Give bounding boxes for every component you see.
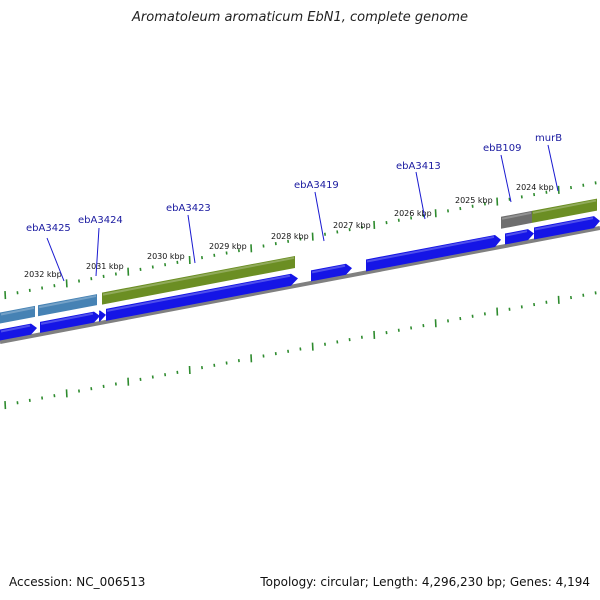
accession-text: Accession: NC_006513 — [9, 575, 146, 589]
gene-label[interactable]: ebA3413 — [396, 161, 441, 172]
scale-label: 2032 kbp — [24, 270, 62, 279]
gene-feature[interactable] — [532, 198, 597, 223]
gene-feature-highlight — [0, 306, 35, 316]
gene-label-leader — [500, 154, 512, 203]
scale-label: 2030 kbp — [147, 252, 185, 261]
gene-feature-highlight — [102, 256, 295, 296]
gene-label-leader — [187, 214, 196, 264]
gene-feature[interactable] — [0, 305, 35, 324]
cds-arrow-highlight — [366, 235, 495, 263]
scale-label: 2027 kbp — [333, 221, 371, 230]
cds-arrow[interactable] — [106, 273, 298, 321]
gene-label[interactable]: ebA3425 — [26, 223, 71, 234]
gene-feature[interactable] — [38, 294, 97, 317]
cds-arrow-highlight — [40, 312, 94, 325]
gene-feature-highlight — [532, 199, 597, 214]
scale-label: 2028 kbp — [271, 232, 309, 241]
gene-label-leader — [314, 191, 325, 242]
cds-arrow-highlight — [311, 264, 346, 274]
cds-arrow-highlight — [534, 217, 594, 231]
cds-arrow[interactable] — [0, 323, 37, 341]
gene-label[interactable]: murB — [535, 133, 562, 144]
gene-label[interactable]: ebA3424 — [78, 215, 123, 226]
gene-feature-highlight — [38, 295, 97, 309]
cds-arrow-highlight — [106, 274, 291, 312]
gene-feature-highlight — [501, 211, 532, 220]
cds-arrow[interactable] — [311, 263, 352, 282]
scale-label: 2029 kbp — [209, 242, 247, 251]
cds-arrow[interactable] — [99, 310, 106, 322]
scale-label: 2024 kbp — [516, 183, 554, 192]
cds-arrow[interactable] — [366, 234, 501, 272]
genome-backbone — [0, 226, 600, 344]
gene-label-leader — [415, 171, 426, 220]
gene-label[interactable]: ebB109 — [483, 143, 521, 154]
genome-stats-text: Topology: circular; Length: 4,296,230 bp… — [260, 575, 590, 589]
gene-label-leader — [95, 227, 100, 277]
cds-arrow-highlight — [505, 230, 528, 237]
gene-label[interactable]: ebA3419 — [294, 180, 339, 191]
gene-label-leader — [547, 144, 559, 192]
genome-title: Aromatoleum aromaticum EbN1, complete ge… — [132, 10, 468, 25]
gene-feature[interactable] — [102, 255, 295, 305]
cds-arrow-highlight — [0, 324, 31, 333]
cds-arrow[interactable] — [40, 311, 100, 333]
scale-label: 2025 kbp — [455, 196, 493, 205]
cds-arrow[interactable] — [534, 216, 600, 240]
gene-feature[interactable] — [501, 210, 532, 229]
scale-label: 2026 kbp — [394, 209, 432, 218]
gene-label-leader — [46, 237, 65, 282]
gene-label[interactable]: ebA3423 — [166, 203, 211, 214]
cds-arrow[interactable] — [505, 229, 534, 245]
scale-label: 2031 kbp — [86, 262, 124, 271]
